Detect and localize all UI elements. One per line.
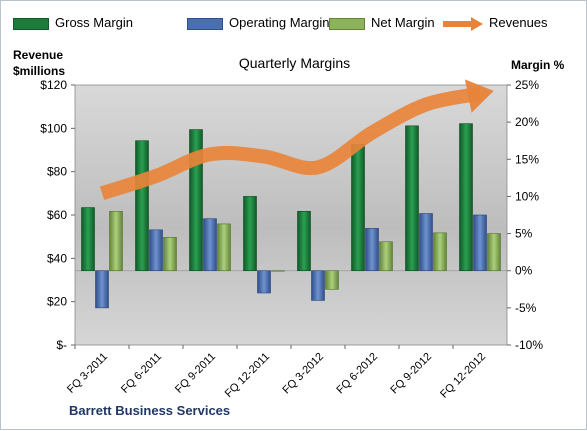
- net-margin-bar: [379, 241, 393, 272]
- right-tick-label: -10%: [515, 338, 543, 352]
- net-margin-bar: [271, 270, 285, 272]
- right-tick-label: 10%: [515, 189, 539, 203]
- right-tick-label: -5%: [515, 301, 537, 315]
- legend-arrow-icon: [443, 16, 483, 31]
- operating-margin-bar: [257, 270, 271, 294]
- gross-margin-bar: [243, 196, 257, 272]
- bars-group: [81, 123, 501, 309]
- category-tick-label: FQ 9-2011: [173, 351, 218, 396]
- net-margin-bar: [217, 223, 231, 272]
- category-tick-label: FQ 6-2012: [334, 351, 380, 397]
- left-tick-label: $100: [40, 121, 67, 135]
- left-tick-label: $40: [47, 251, 67, 265]
- legend-swatch-gross-margin: [13, 17, 49, 30]
- operating-margin-bar: [365, 228, 379, 272]
- category-tick-label: FQ 9-2012: [388, 351, 434, 397]
- gross-margin-bar: [405, 125, 419, 272]
- legend-item-net-margin: Net Margin: [329, 15, 435, 30]
- net-margin-bar: [163, 236, 177, 272]
- right-tick-label: 20%: [515, 115, 539, 129]
- category-tick-label: FQ 12-2012: [438, 351, 488, 401]
- revenue-line: [99, 86, 482, 201]
- left-tick-label: $80: [47, 165, 67, 179]
- right-tick-label: 15%: [515, 152, 539, 166]
- left-tick-label: $-: [56, 338, 67, 352]
- revenue-arrowhead: [464, 79, 494, 113]
- left-tick-label: $120: [40, 78, 67, 92]
- gross-margin-bar: [135, 140, 149, 272]
- legend-item-operating-margin: Operating Margin: [187, 15, 329, 30]
- left-tick-label: $60: [47, 208, 67, 222]
- net-margin-bar: [109, 210, 123, 272]
- gross-margin-bar: [351, 144, 365, 272]
- left-axis-ticks: $120 $100 $80 $60 $40 $20 $-: [40, 78, 75, 352]
- legend-label-gross-margin: Gross Margin: [55, 15, 134, 30]
- legend-item-revenues: Revenues: [441, 15, 548, 31]
- net-margin-bar: [487, 233, 501, 272]
- legend-label-revenues: Revenues: [489, 15, 548, 30]
- legend-swatch-operating-margin: [187, 17, 223, 30]
- right-tick-label: 0%: [515, 264, 533, 278]
- category-tick-label: FQ 3-2012: [280, 351, 326, 397]
- category-tick-label: FQ 12-2011: [223, 351, 272, 400]
- category-tick-label: FQ 6-2011: [119, 351, 164, 396]
- operating-margin-bar: [473, 214, 487, 272]
- category-axis-ticks: FQ 3-2011 FQ 6-2011 FQ 9-2011 FQ 12-2011 FQ …: [65, 345, 488, 401]
- operating-margin-bar: [311, 270, 325, 301]
- right-axis-title: Margin %: [511, 58, 565, 72]
- category-tick-label: FQ 3-2011: [65, 351, 110, 396]
- revenue-line-group: [99, 79, 494, 201]
- legend-label-net-margin: Net Margin: [371, 15, 435, 30]
- legend-swatch-net-margin: [329, 17, 365, 30]
- chart-title: Quarterly Margins: [238, 55, 351, 71]
- legend-item-gross-margin: Gross Margin: [13, 15, 133, 30]
- company-name: Barrett Business Services: [69, 403, 231, 418]
- left-axis-title: Revenue $millions: [13, 48, 66, 78]
- right-tick-label: 25%: [515, 78, 539, 92]
- left-tick-label: $20: [47, 295, 67, 309]
- gross-margin-bar: [459, 123, 473, 272]
- operating-margin-bar: [203, 218, 217, 272]
- gross-margin-bar: [297, 210, 311, 272]
- gross-margin-bar: [81, 207, 95, 272]
- net-margin-bar: [325, 270, 339, 290]
- right-axis-ticks: 25% 20% 15% 10% 5% 0% -5% -10%: [507, 78, 543, 352]
- operating-margin-bar: [149, 229, 163, 272]
- legend: Gross Margin Operating Margin Net Margin…: [1, 15, 587, 37]
- operating-margin-bar: [95, 270, 109, 309]
- operating-margin-bar: [419, 213, 433, 272]
- legend-label-operating-margin: Operating Margin: [229, 15, 330, 30]
- right-tick-label: 5%: [515, 227, 533, 241]
- net-margin-bar: [433, 232, 447, 272]
